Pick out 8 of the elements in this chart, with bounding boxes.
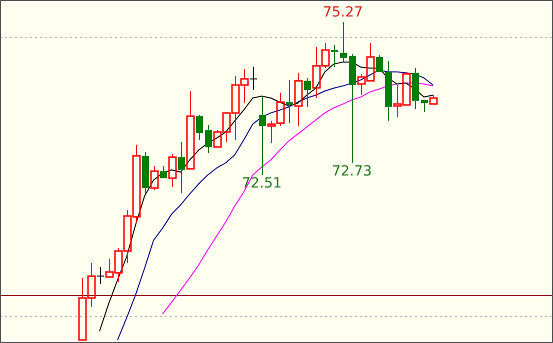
candlestick xyxy=(186,90,195,170)
annotation: 75.27 xyxy=(322,4,363,21)
candlestick xyxy=(250,66,258,91)
candlestick xyxy=(96,266,104,285)
candlestick xyxy=(168,153,177,188)
candlestick xyxy=(294,72,303,126)
candlestick xyxy=(429,94,438,105)
annotation: 72.73 xyxy=(332,164,372,180)
